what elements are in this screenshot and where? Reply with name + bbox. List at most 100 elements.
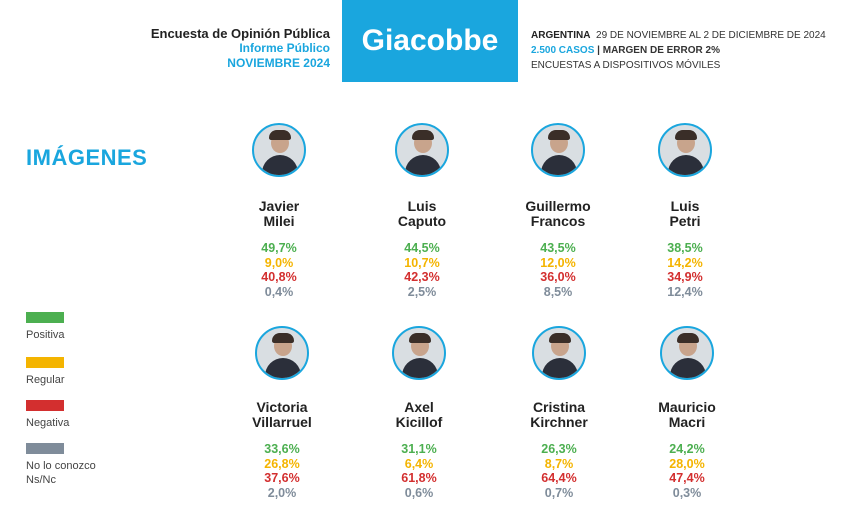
person-photo — [532, 326, 586, 380]
person-name: Luis Caputo — [362, 199, 482, 229]
first-name: Victoria — [256, 399, 308, 415]
value-negativa: 64,4% — [541, 471, 577, 486]
legend-label-line2: Ns/Nc — [26, 474, 56, 486]
first-name: Axel — [404, 399, 434, 415]
person-photo — [255, 326, 309, 380]
last-name: Milei — [263, 213, 295, 229]
legend-swatch — [26, 400, 64, 411]
section-title: IMÁGENES — [26, 145, 148, 170]
person-values: 38,5% 14,2% 34,9% 12,4% — [625, 241, 745, 299]
person-name: Javier Milei — [219, 199, 339, 229]
legend-swatch — [26, 443, 64, 454]
person-photo — [658, 123, 712, 177]
value-regular: 6,4% — [404, 456, 434, 471]
value-ns: 12,4% — [667, 284, 703, 299]
last-name: Caputo — [397, 213, 447, 229]
last-name: Kicillof — [395, 414, 443, 430]
value-positiva: 44,5% — [404, 241, 440, 255]
value-negativa: 34,9% — [667, 270, 703, 285]
value-positiva: 31,1% — [401, 442, 437, 456]
value-negativa: 47,4% — [669, 471, 705, 486]
country: ARGENTINA — [531, 30, 591, 41]
value-negativa: 42,3% — [404, 270, 440, 285]
person-photo — [392, 326, 446, 380]
survey-subtitle: Informe Público — [239, 41, 330, 55]
first-name: Javier — [258, 198, 300, 214]
person-name: Victoria Villarruel — [222, 400, 342, 430]
legend-label: No lo conozco Ns/Nc — [26, 459, 96, 487]
first-name: Luis — [670, 198, 700, 214]
person-name: Mauricio Macri — [627, 400, 747, 430]
person-name: Axel Kicillof — [359, 400, 479, 430]
last-name: Macri — [668, 414, 706, 430]
person-photo — [531, 123, 585, 177]
period: 29 DE NOVIEMBRE AL 2 DE DICIEMBRE DE 202… — [596, 30, 826, 41]
last-name: Petri — [669, 213, 701, 229]
value-regular: 10,7% — [404, 255, 440, 270]
person-card-villarruel: Victoria Villarruel 33,6% 26,8% 37,6% 2,… — [222, 326, 342, 500]
value-regular: 28,0% — [669, 456, 705, 471]
value-negativa: 40,8% — [261, 270, 297, 285]
person-values: 44,5% 10,7% 42,3% 2,5% — [362, 241, 482, 299]
value-ns: 0,3% — [672, 485, 702, 500]
legend-item-ns: No lo conozco Ns/Nc — [26, 443, 96, 487]
cases: 2.500 CASOS — [531, 45, 595, 56]
first-name: Guillermo — [525, 198, 591, 214]
margin-of-error: MARGEN DE ERROR 2% — [602, 45, 720, 56]
last-name: Villarruel — [252, 414, 312, 430]
brand-logo: Giacobbe — [342, 0, 518, 82]
separator: | — [597, 45, 600, 56]
survey-title: Encuesta de Opinión Pública — [150, 26, 330, 41]
value-ns: 0,7% — [544, 485, 574, 500]
person-card-kicillof: Axel Kicillof 31,1% 6,4% 61,8% 0,6% — [359, 326, 479, 500]
value-regular: 8,7% — [544, 456, 574, 471]
person-name: Luis Petri — [625, 199, 745, 229]
person-name: Guillermo Francos — [498, 199, 618, 229]
legend-label: Negativa — [26, 417, 70, 429]
legend-swatch — [26, 312, 64, 323]
person-photo — [252, 123, 306, 177]
value-negativa: 61,8% — [401, 471, 437, 486]
value-positiva: 24,2% — [669, 442, 705, 456]
person-values: 31,1% 6,4% 61,8% 0,6% — [359, 442, 479, 500]
legend-swatch — [26, 357, 64, 368]
person-name: Cristina Kirchner — [499, 400, 619, 430]
value-positiva: 33,6% — [264, 442, 300, 456]
value-regular: 12,0% — [540, 255, 576, 270]
value-regular: 14,2% — [667, 255, 703, 270]
value-negativa: 37,6% — [264, 471, 300, 486]
person-values: 33,6% 26,8% 37,6% 2,0% — [222, 442, 342, 500]
person-values: 49,7% 9,0% 40,8% 0,4% — [219, 241, 339, 299]
value-regular: 9,0% — [264, 255, 294, 270]
legend-label: Positiva — [26, 329, 65, 341]
person-card-petri: Luis Petri 38,5% 14,2% 34,9% 12,4% — [625, 123, 745, 299]
value-ns: 2,5% — [407, 284, 437, 299]
survey-details: ARGENTINA 29 DE NOVIEMBRE AL 2 DE DICIEM… — [531, 28, 826, 73]
method: ENCUESTAS A DISPOSITIVOS MÓVILES — [531, 60, 721, 71]
value-ns: 0,6% — [404, 485, 434, 500]
first-name: Mauricio — [658, 399, 716, 415]
value-ns: 2,0% — [267, 485, 297, 500]
person-card-milei: Javier Milei 49,7% 9,0% 40,8% 0,4% — [219, 123, 339, 299]
value-positiva: 43,5% — [540, 241, 576, 255]
person-values: 26,3% 8,7% 64,4% 0,7% — [499, 442, 619, 500]
last-name: Francos — [530, 213, 586, 229]
legend-label-line1: No lo conozco — [26, 460, 96, 472]
person-card-macri: Mauricio Macri 24,2% 28,0% 47,4% 0,3% — [627, 326, 747, 500]
legend-item-positiva: Positiva — [26, 312, 65, 342]
survey-date: NOVIEMBRE 2024 — [227, 56, 330, 70]
first-name: Cristina — [532, 399, 586, 415]
legend-label: Regular — [26, 374, 65, 386]
value-ns: 8,5% — [543, 284, 573, 299]
legend-item-negativa: Negativa — [26, 400, 69, 430]
last-name: Kirchner — [530, 414, 588, 430]
value-ns: 0,4% — [264, 284, 294, 299]
person-photo — [660, 326, 714, 380]
value-negativa: 36,0% — [540, 270, 576, 285]
first-name: Luis — [407, 198, 437, 214]
legend-item-regular: Regular — [26, 357, 65, 387]
value-positiva: 49,7% — [261, 241, 297, 255]
person-values: 24,2% 28,0% 47,4% 0,3% — [627, 442, 747, 500]
person-photo — [395, 123, 449, 177]
person-values: 43,5% 12,0% 36,0% 8,5% — [498, 241, 618, 299]
